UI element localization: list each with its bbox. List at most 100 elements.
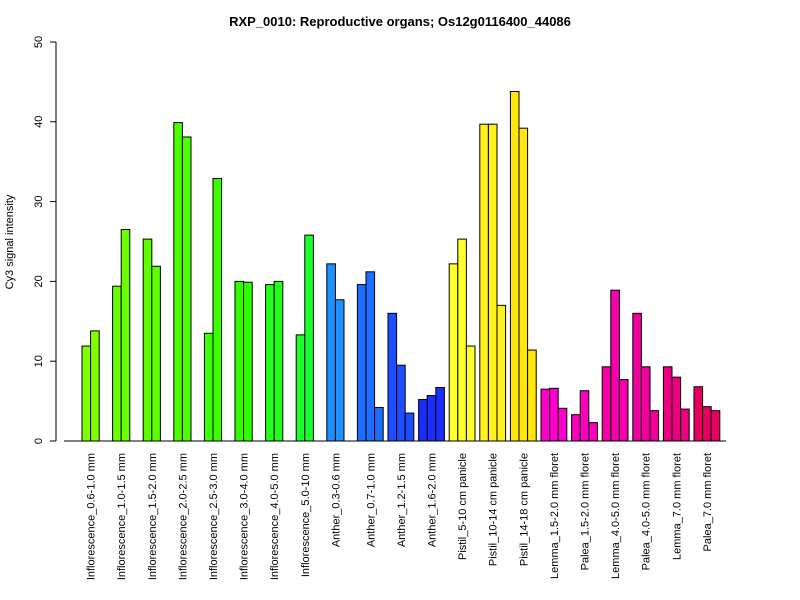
bar-group: [571, 390, 598, 442]
bar: [334, 299, 345, 442]
bar: [151, 265, 161, 442]
y-tick-label: 10: [33, 355, 45, 367]
bar: [203, 332, 214, 442]
x-category-label: Pistil_10-14 cm panicle: [488, 453, 500, 566]
bar: [90, 330, 100, 442]
bar: [265, 284, 275, 442]
bar: [610, 289, 620, 442]
bar: [518, 127, 529, 442]
bar-group: [326, 263, 345, 442]
bar: [702, 406, 712, 442]
bar: [571, 414, 581, 442]
bar: [181, 136, 192, 442]
x-category-label: Inflorescence_3.0-4.0 mm: [239, 453, 251, 580]
x-category-label: Anther_0.3-0.6 mm: [330, 453, 342, 547]
bar: [588, 422, 598, 442]
bar: [496, 304, 507, 442]
bar: [396, 364, 406, 442]
x-category-label: Palea_4.0-5.0 mm floret: [641, 453, 653, 570]
bar: [618, 379, 629, 442]
bar: [662, 366, 673, 442]
bar-group: [173, 122, 192, 442]
bar: [649, 410, 660, 442]
bar: [234, 280, 245, 442]
x-category-label: Inflorescence_1.5-2.0 mm: [147, 453, 159, 580]
bar: [212, 177, 223, 442]
x-category-label: Anther_1.6-2.0 mm: [427, 453, 439, 547]
bar: [356, 284, 367, 442]
x-category-label: Anther_1.2-1.5 mm: [396, 453, 408, 547]
bar: [640, 366, 651, 442]
y-tick-label: 20: [33, 275, 45, 287]
bar-group: [479, 123, 507, 442]
bar: [426, 395, 437, 442]
x-category-label: Inflorescence_4.0-5.0 mm: [269, 453, 281, 580]
x-category-label: Pistil_5-10 cm panicle: [457, 453, 469, 560]
bar-group: [356, 271, 384, 442]
bar: [374, 406, 384, 442]
bar: [710, 410, 721, 442]
x-category-label: Inflorescence_0.6-1.0 mm: [86, 453, 98, 580]
bar: [693, 386, 704, 442]
x-category-label: Inflorescence_5.0-10 mm: [300, 453, 312, 577]
y-tick-label: 30: [33, 195, 45, 207]
x-category-label: Inflorescence_1.0-1.5 mm: [116, 453, 128, 580]
bar: [448, 263, 459, 442]
x-category-label: Lemma_4.0-5.0 mm floret: [610, 453, 622, 579]
bar-group: [295, 234, 314, 442]
bar: [326, 263, 336, 442]
bar-group: [693, 386, 721, 442]
x-category-label: Lemma_1.5-2.0 mm floret: [549, 453, 561, 579]
bar-group: [448, 238, 476, 442]
bar: [632, 312, 642, 442]
bar-group: [632, 312, 660, 442]
bar: [112, 285, 122, 442]
bar: [549, 387, 559, 442]
y-tick-label: 50: [33, 36, 45, 48]
bar: [173, 122, 183, 442]
bar-group: [601, 289, 629, 442]
bar: [527, 349, 537, 442]
bar-group: [540, 387, 568, 442]
x-category-label: Palea_1.5-2.0 mm floret: [580, 453, 592, 570]
bar-group: [81, 330, 100, 442]
bar: [487, 123, 498, 442]
x-category-label: Lemma_7.0 mm floret: [671, 453, 683, 560]
bar: [295, 334, 306, 442]
bar: [435, 387, 445, 442]
bar: [509, 90, 520, 442]
bar-group: [662, 366, 690, 442]
bar-group: [265, 280, 284, 442]
bar: [680, 408, 690, 442]
x-category-label: Inflorescence_2.0-2.5 mm: [177, 453, 189, 580]
y-axis: 0 10 20 30 40 50: [33, 36, 57, 444]
chart-title: RXP_0010: Reproductive organs; Os12g0116…: [229, 14, 571, 29]
bar: [304, 234, 314, 442]
bar: [365, 271, 376, 442]
bar-series: [81, 90, 721, 442]
bar: [243, 281, 253, 442]
bar: [465, 345, 476, 442]
bar: [273, 280, 284, 442]
bar-group: [387, 312, 415, 442]
bar: [479, 123, 489, 442]
bar: [387, 312, 398, 442]
bar: [142, 238, 153, 442]
bar: [540, 388, 551, 442]
bar-group: [112, 229, 131, 442]
x-category-label: Palea_7.0 mm floret: [702, 453, 714, 551]
bar-group: [509, 90, 537, 442]
bar: [557, 407, 568, 442]
x-category-label: Anther_0.7-1.0 mm: [365, 453, 377, 547]
y-axis-label: Cy3 signal intensity: [4, 194, 16, 289]
bar: [404, 412, 415, 442]
y-tick-label: 40: [33, 116, 45, 128]
bar: [120, 229, 131, 442]
bar: [601, 366, 612, 442]
bar-group: [234, 280, 253, 442]
bar-group: [418, 387, 445, 442]
x-category-label: Pistil_14-18 cm panicle: [518, 453, 530, 566]
bar: [418, 399, 428, 442]
